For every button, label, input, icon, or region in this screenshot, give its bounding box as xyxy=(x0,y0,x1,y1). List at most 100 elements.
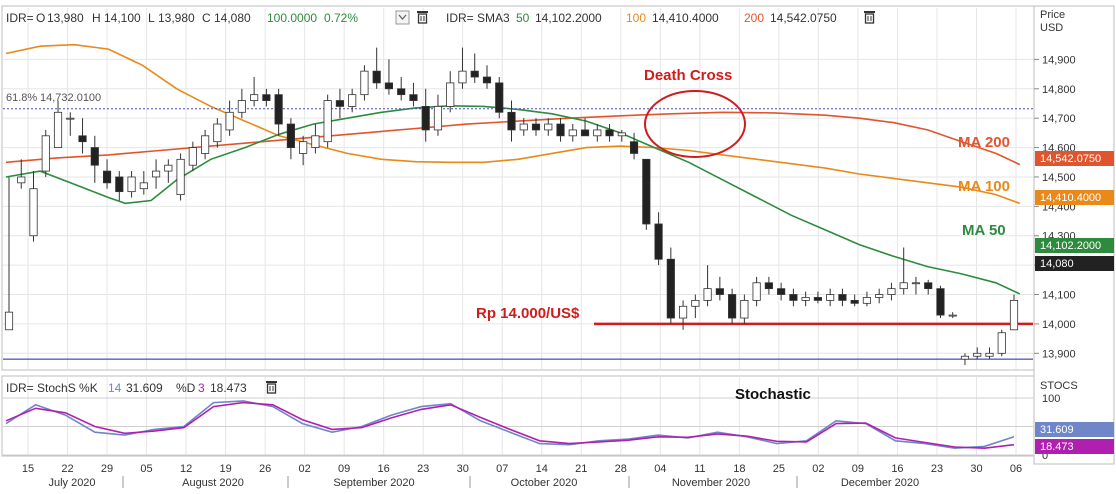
candlestick xyxy=(360,65,369,101)
candle-body xyxy=(715,288,724,295)
candle-body xyxy=(973,352,982,357)
candlestick xyxy=(335,88,344,119)
y-tick-label: 14,700 xyxy=(1042,113,1076,125)
candle-body xyxy=(617,132,626,137)
candlestick xyxy=(997,329,1006,357)
candlestick xyxy=(777,282,786,301)
candlestick xyxy=(531,118,541,136)
stoch-d-line xyxy=(5,401,1015,450)
candlestick xyxy=(679,300,688,330)
candlestick xyxy=(826,288,835,307)
sma-label: IDR= SMA3 xyxy=(446,11,510,25)
trash-icon[interactable] xyxy=(266,381,277,394)
y-tick-label: 14,500 xyxy=(1042,172,1076,184)
ma200-label: MA 200 xyxy=(958,134,1010,151)
candlestick xyxy=(17,159,26,189)
candle-body xyxy=(17,176,26,184)
candlestick xyxy=(519,118,528,136)
stoch-d-tag-bg xyxy=(1035,439,1114,454)
candle-body xyxy=(421,106,430,131)
header-low: 13,980 xyxy=(158,11,195,25)
stoch-k-tag-bg xyxy=(1035,422,1114,437)
candlestick xyxy=(568,124,577,142)
death-cross-label: Death Cross xyxy=(644,67,732,84)
candlestick xyxy=(740,294,749,324)
candlestick xyxy=(654,212,663,266)
candle-body xyxy=(838,294,847,301)
collapse-button[interactable] xyxy=(395,10,410,25)
fib-level-value: 14,732.0100 xyxy=(40,92,101,104)
candlestick xyxy=(838,288,847,307)
x-tick-label: 12 xyxy=(180,463,192,475)
candlestick xyxy=(862,291,872,307)
candle-body xyxy=(691,299,700,307)
candle-body xyxy=(201,135,210,154)
y-tick-label: 14,000 xyxy=(1042,319,1076,331)
fib-level-label: 61.8% xyxy=(6,92,37,104)
month-label: November 2020 xyxy=(672,477,750,489)
candle-body xyxy=(41,135,50,172)
stoch-tick-label: 0 xyxy=(1042,450,1048,462)
header-change-pct: 0.72% xyxy=(324,11,358,25)
ma100-value-tag-bg xyxy=(1035,190,1114,205)
candlestick xyxy=(764,276,773,295)
support-label: Rp 14.000/US$ xyxy=(476,305,580,322)
x-tick-label: 23 xyxy=(931,463,943,475)
candlestick xyxy=(936,285,945,319)
axis-panel-frame xyxy=(1033,5,1115,465)
candle-body xyxy=(789,294,798,301)
sma-period-200: 200 xyxy=(744,11,764,25)
candle-body xyxy=(78,135,87,143)
price-axis-title: Price xyxy=(1040,9,1065,21)
stoch-tick-label: 100 xyxy=(1042,393,1060,405)
candle-body xyxy=(262,94,271,101)
candlestick xyxy=(262,88,271,107)
candle-body xyxy=(372,70,381,84)
ma-line-ma100 xyxy=(5,43,1021,205)
x-tick-label: 19 xyxy=(219,463,231,475)
candle-body xyxy=(115,176,124,193)
candlestick xyxy=(728,288,737,324)
candle-body xyxy=(250,94,259,101)
trash-icon[interactable] xyxy=(417,11,428,24)
candle-body xyxy=(335,100,344,107)
x-tick-label: 09 xyxy=(338,463,350,475)
stoch-panel-frame xyxy=(1,375,1035,457)
sma-value-200: 14,542.0750 xyxy=(770,11,837,25)
candlestick xyxy=(102,159,112,189)
candlestick xyxy=(752,276,761,307)
candle-body xyxy=(470,70,479,78)
candlestick xyxy=(213,118,222,148)
x-tick-label: 21 xyxy=(575,463,587,475)
candlestick xyxy=(421,88,430,142)
candlestick xyxy=(973,347,982,360)
ma50-label: MA 50 xyxy=(962,222,1006,239)
candlestick xyxy=(924,279,933,295)
annotations: Death Cross MA 200 MA 100 MA 50 Rp 14.00… xyxy=(476,67,1010,403)
candlestick xyxy=(41,129,50,177)
candlestick xyxy=(899,247,908,295)
stoch-label: IDR= StochS %K xyxy=(6,381,98,395)
candlestick xyxy=(666,247,675,324)
candlestick xyxy=(409,82,418,107)
candlestick xyxy=(164,159,173,183)
candlestick xyxy=(948,312,957,319)
header-high: 14,100 xyxy=(104,11,141,25)
candlestick xyxy=(323,94,332,148)
trash-icon[interactable] xyxy=(864,11,875,24)
candle-body xyxy=(826,294,835,301)
x-tick-label: 06 xyxy=(1010,463,1022,475)
candlestick xyxy=(115,171,124,201)
candlestick xyxy=(446,71,455,113)
candlestick xyxy=(556,118,565,142)
candlestick xyxy=(176,153,185,201)
candlestick xyxy=(887,282,896,301)
candle-body xyxy=(53,111,63,148)
candlestick xyxy=(875,288,884,304)
candle-body xyxy=(544,123,553,131)
x-tick-label: 28 xyxy=(615,463,627,475)
candle-body xyxy=(911,282,921,285)
candle-body xyxy=(458,70,467,84)
header-o-label: O xyxy=(36,11,45,25)
